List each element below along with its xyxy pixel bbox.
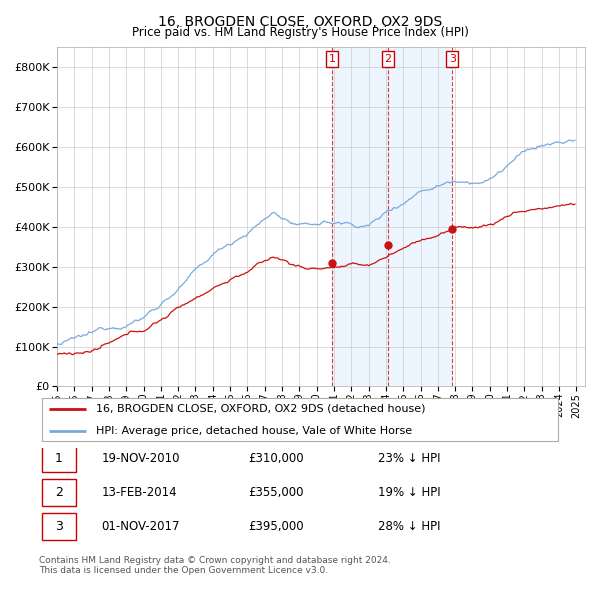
Text: 2: 2 bbox=[385, 54, 392, 64]
Text: 1: 1 bbox=[328, 54, 335, 64]
FancyBboxPatch shape bbox=[41, 445, 76, 472]
Text: 16, BROGDEN CLOSE, OXFORD, OX2 9DS: 16, BROGDEN CLOSE, OXFORD, OX2 9DS bbox=[158, 15, 442, 29]
Text: 19-NOV-2010: 19-NOV-2010 bbox=[101, 452, 180, 466]
Text: £355,000: £355,000 bbox=[248, 486, 304, 499]
Text: This data is licensed under the Open Government Licence v3.0.: This data is licensed under the Open Gov… bbox=[39, 566, 328, 575]
Bar bbox=[332, 47, 452, 386]
Text: 13-FEB-2014: 13-FEB-2014 bbox=[101, 486, 177, 499]
Text: 1: 1 bbox=[55, 452, 63, 466]
Text: 2: 2 bbox=[55, 486, 63, 499]
FancyBboxPatch shape bbox=[41, 513, 76, 540]
Text: Contains HM Land Registry data © Crown copyright and database right 2024.: Contains HM Land Registry data © Crown c… bbox=[39, 556, 391, 565]
Text: 3: 3 bbox=[449, 54, 456, 64]
Text: 3: 3 bbox=[55, 520, 63, 533]
Text: 16, BROGDEN CLOSE, OXFORD, OX2 9DS (detached house): 16, BROGDEN CLOSE, OXFORD, OX2 9DS (deta… bbox=[97, 404, 426, 414]
Text: Price paid vs. HM Land Registry's House Price Index (HPI): Price paid vs. HM Land Registry's House … bbox=[131, 26, 469, 39]
Text: 28% ↓ HPI: 28% ↓ HPI bbox=[379, 520, 441, 533]
Text: 01-NOV-2017: 01-NOV-2017 bbox=[101, 520, 180, 533]
Text: HPI: Average price, detached house, Vale of White Horse: HPI: Average price, detached house, Vale… bbox=[97, 425, 413, 435]
Text: 19% ↓ HPI: 19% ↓ HPI bbox=[379, 486, 441, 499]
Text: £310,000: £310,000 bbox=[248, 452, 304, 466]
Text: 23% ↓ HPI: 23% ↓ HPI bbox=[379, 452, 441, 466]
FancyBboxPatch shape bbox=[41, 398, 559, 441]
FancyBboxPatch shape bbox=[41, 479, 76, 506]
Text: £395,000: £395,000 bbox=[248, 520, 304, 533]
